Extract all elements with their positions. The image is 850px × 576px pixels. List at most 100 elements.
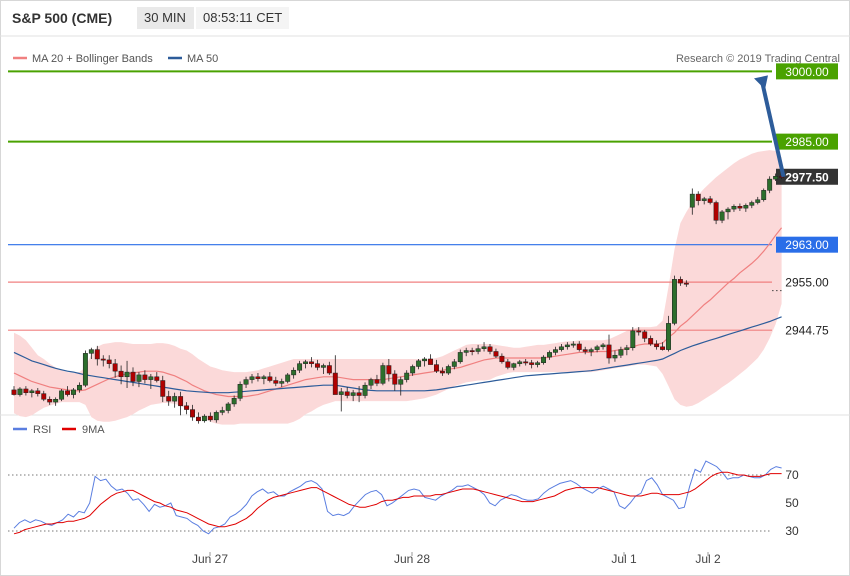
candle-body	[547, 352, 552, 358]
candle	[505, 358, 511, 370]
candle-body	[53, 399, 59, 403]
candle	[213, 410, 219, 423]
candle	[374, 374, 380, 387]
candle-body	[487, 346, 493, 352]
level-tag-resistance	[776, 63, 838, 80]
candle-body	[88, 349, 94, 354]
x-tick-label: Jul 1	[611, 552, 637, 566]
candle-body	[606, 344, 612, 359]
candle-body	[553, 349, 558, 353]
candle	[612, 350, 618, 362]
candle	[106, 355, 112, 369]
candle	[434, 359, 439, 374]
rsi-tick-label: 70	[785, 468, 799, 482]
legend-ma50-label: MA 50	[187, 53, 218, 65]
candle	[761, 188, 767, 202]
candle-body	[731, 206, 737, 210]
candle-body	[219, 410, 225, 413]
candle-body	[475, 348, 481, 352]
candle-body	[654, 343, 660, 348]
candle	[59, 388, 65, 402]
candle	[451, 358, 457, 370]
candle-body	[297, 363, 303, 371]
target-arrow-line	[760, 80, 786, 178]
level-label-support: 2944.75	[785, 324, 829, 338]
candle-body	[380, 365, 386, 384]
candle-body	[576, 343, 582, 350]
candle-body	[600, 344, 606, 348]
candle-body	[761, 190, 767, 200]
candle	[88, 347, 94, 359]
current-price-label: 2977.50	[785, 170, 829, 184]
candle-body	[368, 379, 374, 386]
candle	[541, 355, 546, 365]
candle	[344, 387, 350, 399]
candle	[743, 203, 749, 212]
candle	[564, 342, 570, 350]
candle	[737, 203, 743, 211]
candle	[558, 343, 564, 352]
candle	[273, 376, 279, 387]
candle-body	[505, 361, 511, 368]
candles-group	[11, 173, 784, 424]
candle-body	[398, 379, 404, 385]
candle	[53, 397, 59, 406]
candle-body	[404, 372, 410, 380]
candle-body	[463, 350, 469, 353]
candle	[660, 342, 665, 351]
level-tag-resistance	[776, 133, 838, 150]
candle	[320, 363, 326, 374]
candle-body	[767, 178, 773, 191]
legend-rsi-label: RSI	[33, 424, 51, 436]
candle-body	[17, 388, 23, 395]
candle-body	[172, 396, 178, 402]
candle-body	[511, 363, 517, 368]
candle-body	[255, 376, 261, 379]
candle	[404, 370, 410, 383]
candle	[755, 196, 761, 205]
candle-body	[130, 371, 136, 382]
candle-body	[118, 370, 124, 378]
candle-body	[261, 376, 267, 379]
x-tick-label: Jun 27	[192, 552, 228, 566]
candle	[207, 412, 213, 422]
candle	[493, 348, 499, 359]
candle-body	[309, 361, 314, 364]
candle-body	[142, 374, 148, 380]
rsi-tick-label: 50	[785, 496, 799, 510]
candle	[112, 358, 118, 378]
timeframe-selector[interactable]: 30 MIN	[137, 7, 194, 29]
ma50-line	[13, 316, 782, 394]
ma20-line	[13, 227, 783, 398]
candle-body	[672, 279, 677, 324]
candle-body	[743, 205, 749, 209]
candle	[136, 372, 142, 388]
candle	[82, 350, 88, 388]
candle	[219, 406, 225, 416]
candle-body	[82, 353, 88, 386]
candle	[636, 327, 642, 336]
candle	[231, 395, 237, 407]
candle	[582, 346, 588, 355]
candle	[672, 275, 677, 326]
candle-body	[166, 396, 172, 402]
candle-body	[243, 379, 249, 385]
candle	[725, 207, 731, 220]
candle	[773, 173, 779, 181]
candle-body	[588, 349, 594, 352]
candle-body	[65, 390, 70, 395]
candle	[422, 357, 428, 367]
candle-body	[660, 346, 665, 350]
candle	[65, 386, 70, 397]
candle	[29, 388, 35, 398]
candle	[285, 373, 291, 384]
candle-body	[558, 346, 564, 350]
candle	[172, 392, 178, 408]
candle	[368, 377, 374, 389]
candle-body	[428, 358, 433, 365]
candle	[463, 347, 469, 357]
candle-body	[469, 350, 475, 352]
candle	[350, 389, 356, 402]
candle	[362, 382, 368, 399]
candle-body	[749, 202, 755, 206]
